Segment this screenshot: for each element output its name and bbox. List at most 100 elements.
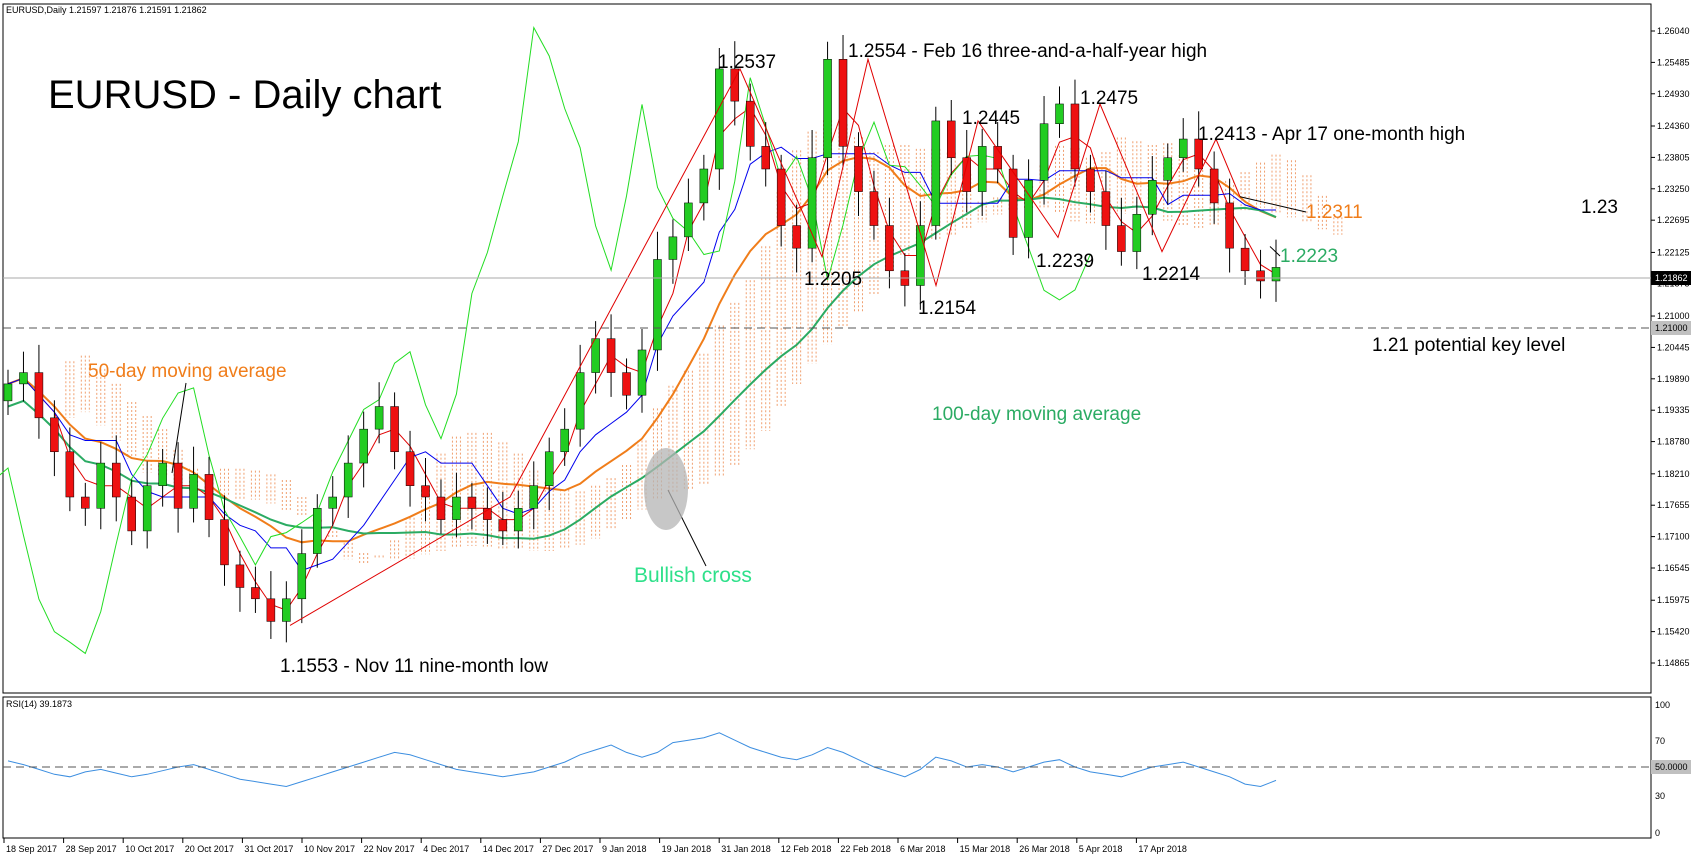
bull-candle <box>158 462 167 486</box>
price-tick-label: 1.25485 <box>1657 57 1690 67</box>
time-tick-label: 6 Mar 2018 <box>900 844 946 854</box>
bear-candle <box>34 372 44 419</box>
bear-candle <box>405 451 415 486</box>
bull-candle <box>916 225 925 286</box>
bear-candle <box>885 225 894 272</box>
annotation-1-2537: 1.2537 <box>718 52 776 73</box>
bear-candle <box>220 519 229 566</box>
bear-candle <box>390 406 399 453</box>
bear-candle <box>1008 168 1018 238</box>
time-tick-label: 19 Jan 2018 <box>662 844 712 854</box>
bull-candle <box>715 68 724 170</box>
rsi-line <box>7 732 1277 788</box>
bear-candle <box>50 417 59 453</box>
bear-candle <box>606 338 616 373</box>
time-tick-label: 17 Apr 2018 <box>1138 844 1187 854</box>
price-tick-label: 1.17655 <box>1657 500 1690 510</box>
annotation-ma50-value: 1.2311 <box>1306 202 1363 223</box>
annotation-1-2475: 1.2475 <box>1080 88 1138 109</box>
rsi-50-box <box>1651 760 1691 774</box>
time-axis: 18 Sep 2017 28 Sep 2017 10 Oct 2017 20 Oct … <box>3 838 1187 854</box>
bear-candle <box>962 157 971 192</box>
bear-candle <box>622 372 631 396</box>
time-tick-label: 22 Feb 2018 <box>840 844 891 854</box>
bear-candle <box>792 225 801 249</box>
price-tick-label: 1.23805 <box>1657 152 1690 162</box>
annotation-bullish-cross: Bullish cross <box>634 564 752 587</box>
rsi-tick-30: 30 <box>1655 791 1665 801</box>
bear-candle <box>467 496 477 509</box>
price-tick-label: 1.24930 <box>1657 89 1690 99</box>
bull-candle <box>514 508 523 532</box>
bear-candle <box>1256 270 1265 282</box>
rsi-tick-100: 100 <box>1655 700 1670 710</box>
bear-candle <box>1101 191 1111 226</box>
bear-candle <box>1209 168 1219 204</box>
bear-candle <box>436 496 446 520</box>
annotation-apr17-high: 1.2413 - Apr 17 one-month high <box>1198 124 1465 145</box>
bull-candle <box>1148 180 1157 215</box>
time-tick-label: 9 Jan 2018 <box>602 844 647 854</box>
time-tick-label: 4 Dec 2017 <box>423 844 469 854</box>
bull-candle <box>977 146 987 192</box>
bear-candle <box>173 462 183 509</box>
bear-candle <box>1194 138 1203 170</box>
current-price-box <box>1651 271 1691 285</box>
bull-candle <box>452 496 461 520</box>
bull-candle <box>699 168 709 204</box>
annotation-nov-low: 1.1553 - Nov 11 nine-month low <box>280 656 548 677</box>
annotation-1-23: 1.23 <box>1581 197 1618 218</box>
bear-candle <box>483 508 492 520</box>
zigzag-line <box>289 57 1241 626</box>
bear-candle <box>745 100 755 147</box>
bull-candle <box>544 451 554 486</box>
key-level-box <box>1651 321 1691 335</box>
bear-candle <box>993 146 1002 170</box>
time-tick-label: 27 Dec 2017 <box>542 844 593 854</box>
rsi-tick-70: 70 <box>1655 736 1665 746</box>
time-tick-label: 20 Oct 2017 <box>185 844 234 854</box>
ma50-label-pointer <box>171 382 187 474</box>
chart-title: EURUSD - Daily chart <box>48 73 441 117</box>
bull-candle <box>807 157 817 249</box>
bull-candle <box>189 474 198 509</box>
time-tick-label: 12 Feb 2018 <box>781 844 832 854</box>
price-tick-label: 1.14865 <box>1657 658 1690 668</box>
rsi-panel <box>7 732 1277 788</box>
bull-candle <box>1271 267 1281 282</box>
annotation-key-level: 1.21 potential key level <box>1372 335 1565 356</box>
bear-candle <box>204 474 214 520</box>
annotation-100day-ma: 100-day moving average <box>932 404 1141 425</box>
price-tick-label: 1.20445 <box>1657 342 1690 352</box>
time-tick-label: 31 Oct 2017 <box>244 844 293 854</box>
price-tick-label: 1.15975 <box>1657 595 1690 605</box>
ma50-callout-line <box>1239 196 1307 213</box>
bear-candle <box>1240 247 1250 272</box>
bull-candle <box>1132 213 1142 252</box>
bull-candle <box>560 428 569 453</box>
price-tick-label: 1.18780 <box>1657 437 1690 447</box>
bull-candle <box>19 372 28 385</box>
bull-candle <box>653 259 662 351</box>
bull-candle <box>1178 138 1188 158</box>
annotation-1-2445: 1.2445 <box>962 108 1020 129</box>
bull-candle <box>96 462 106 509</box>
current-price-label: 1.21862 <box>1655 273 1688 283</box>
price-tick-label: 1.22695 <box>1657 215 1690 225</box>
bear-candle <box>111 462 121 498</box>
bullish-cross-highlight <box>644 448 688 530</box>
time-tick-label: 26 Mar 2018 <box>1019 844 1070 854</box>
bear-candle <box>1117 225 1126 252</box>
bear-candle <box>838 59 848 147</box>
bear-candle <box>761 146 770 170</box>
bull-candle <box>297 553 307 600</box>
time-tick-label: 28 Sep 2017 <box>66 844 117 854</box>
candles <box>3 34 1281 643</box>
rsi-tick-50: 50.0000 <box>1655 762 1688 772</box>
bear-candle <box>1086 168 1095 192</box>
annotation-1-2239: 1.2239 <box>1036 251 1094 272</box>
time-tick-label: 22 Nov 2017 <box>364 844 415 854</box>
key-level-price-label: 1.21000 <box>1655 323 1688 333</box>
bull-candle <box>1024 180 1033 238</box>
bear-candle <box>65 451 75 498</box>
